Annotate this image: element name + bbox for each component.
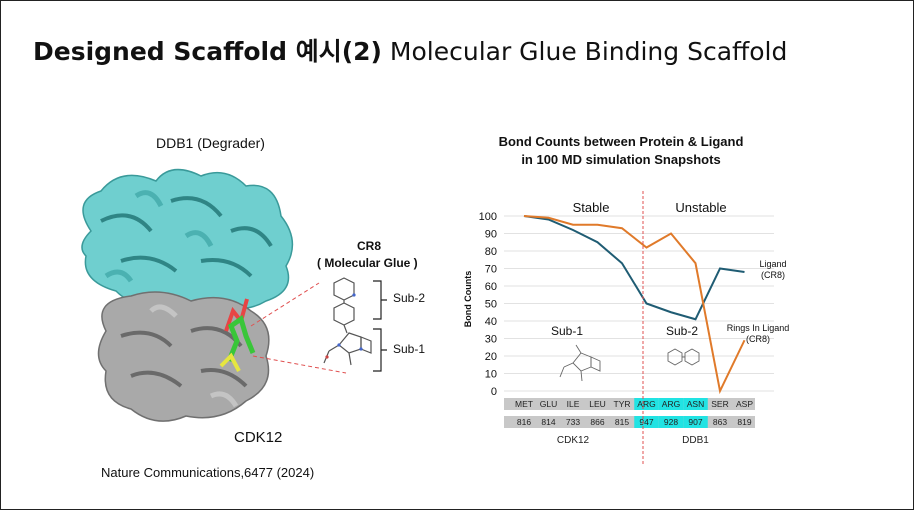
category-label: SER	[711, 399, 728, 409]
inset-sub2-molecule	[667, 348, 700, 366]
group-label: CDK12	[557, 435, 590, 446]
cr8-molecule-drawing	[323, 277, 372, 366]
residue-highlight	[683, 416, 708, 428]
series-legend-label: (CR8)	[746, 334, 770, 344]
series-legend-labels: Ligand(CR8)Rings In Ligand(CR8)	[727, 259, 790, 344]
ddb1-label: DDB1 (Degrader)	[156, 135, 265, 151]
inset-sub1-label: Sub-1	[551, 324, 583, 338]
y-axis-label: Bond Counts	[463, 271, 473, 328]
series-legend-label: Ligand	[759, 259, 786, 269]
residue-number-label: 928	[664, 417, 678, 427]
category-highlight	[658, 398, 684, 410]
chart-subtitle: in 100 MD simulation Snapshots	[521, 152, 720, 167]
y-tick-label: 40	[485, 316, 497, 328]
category-label: ARG	[662, 399, 680, 409]
residue-number-label: 866	[590, 417, 604, 427]
category-bands	[504, 398, 755, 428]
series-line	[523, 215, 745, 321]
residue-highlight	[658, 416, 684, 428]
sub-brackets	[373, 280, 387, 372]
title-bold: Designed Scaffold 예시(2)	[33, 37, 382, 66]
y-tick-label: 10	[485, 369, 497, 381]
series-lines	[523, 215, 746, 395]
residue-highlight	[634, 416, 659, 428]
residue-number-label: 814	[541, 417, 555, 427]
group-labels: CDK12 DDB1	[557, 435, 709, 446]
y-tick-label: 90	[485, 229, 497, 241]
series-legend-label: (CR8)	[761, 270, 785, 280]
residue-number-label: 819	[737, 417, 751, 427]
cr8-label: CR8	[357, 239, 382, 253]
title-rest: Molecular Glue Binding Scaffold	[389, 37, 788, 66]
molecular-glue-label: ( Molecular Glue )	[317, 256, 418, 270]
ddb1-structure	[81, 168, 294, 310]
inset-sub1-molecule	[559, 344, 601, 382]
category-labels: MET GLU ILE LEU TYR ARG ARG ASN SER ASP	[515, 399, 753, 409]
inset-sub2-label: Sub-2	[666, 324, 698, 338]
residue-number-labels: 816 814 733 866 815 947 928 907 863 819	[517, 417, 752, 427]
citation: Nature Communications,6477 (2024)	[101, 465, 315, 480]
residue-number-label: 863	[713, 417, 727, 427]
series-legend-label: Rings In Ligand	[727, 323, 790, 333]
residue-number-label: 907	[688, 417, 702, 427]
residue-number-label: 815	[615, 417, 629, 427]
category-label: ARG	[637, 399, 655, 409]
region-unstable: Unstable	[675, 200, 726, 215]
category-label: MET	[515, 399, 533, 409]
sub1-label: Sub-1	[393, 342, 426, 356]
residue-number-label: 947	[639, 417, 653, 427]
cdk12-label: CDK12	[234, 429, 283, 446]
chart-title: Bond Counts between Protein & Ligand	[499, 134, 744, 149]
category-label: ILE	[567, 399, 580, 409]
bond-count-chart: Bond Counts between Protein & Ligand in …	[463, 134, 790, 464]
y-tick-labels: 0 10 20 30 40 50 60 70 80 90 100	[479, 211, 497, 398]
series-line	[523, 215, 746, 395]
category-label: ASP	[736, 399, 753, 409]
category-highlight	[683, 398, 708, 410]
y-tick-label: 100	[479, 211, 497, 223]
y-tick-label: 0	[491, 386, 497, 398]
category-label: LEU	[589, 399, 606, 409]
protein-complex-illustration	[81, 168, 294, 422]
category-label: GLU	[540, 399, 557, 409]
region-stable: Stable	[573, 200, 610, 215]
group-label: DDB1	[682, 435, 709, 446]
y-tick-label: 60	[485, 281, 497, 293]
y-tick-label: 30	[485, 334, 497, 346]
y-tick-label: 20	[485, 351, 497, 363]
y-tick-label: 50	[485, 299, 497, 311]
residue-number-label: 816	[517, 417, 531, 427]
y-tick-label: 80	[485, 246, 497, 258]
ligand-glue	[219, 298, 256, 372]
sub2-label: Sub-2	[393, 291, 426, 305]
y-tick-label: 70	[485, 264, 497, 276]
category-label: ASN	[687, 399, 704, 409]
category-label: TYR	[614, 399, 631, 409]
category-highlight	[634, 398, 659, 410]
residue-number-label: 733	[566, 417, 580, 427]
slide-title: Designed Scaffold 예시(2) Molecular Glue B…	[33, 32, 787, 68]
